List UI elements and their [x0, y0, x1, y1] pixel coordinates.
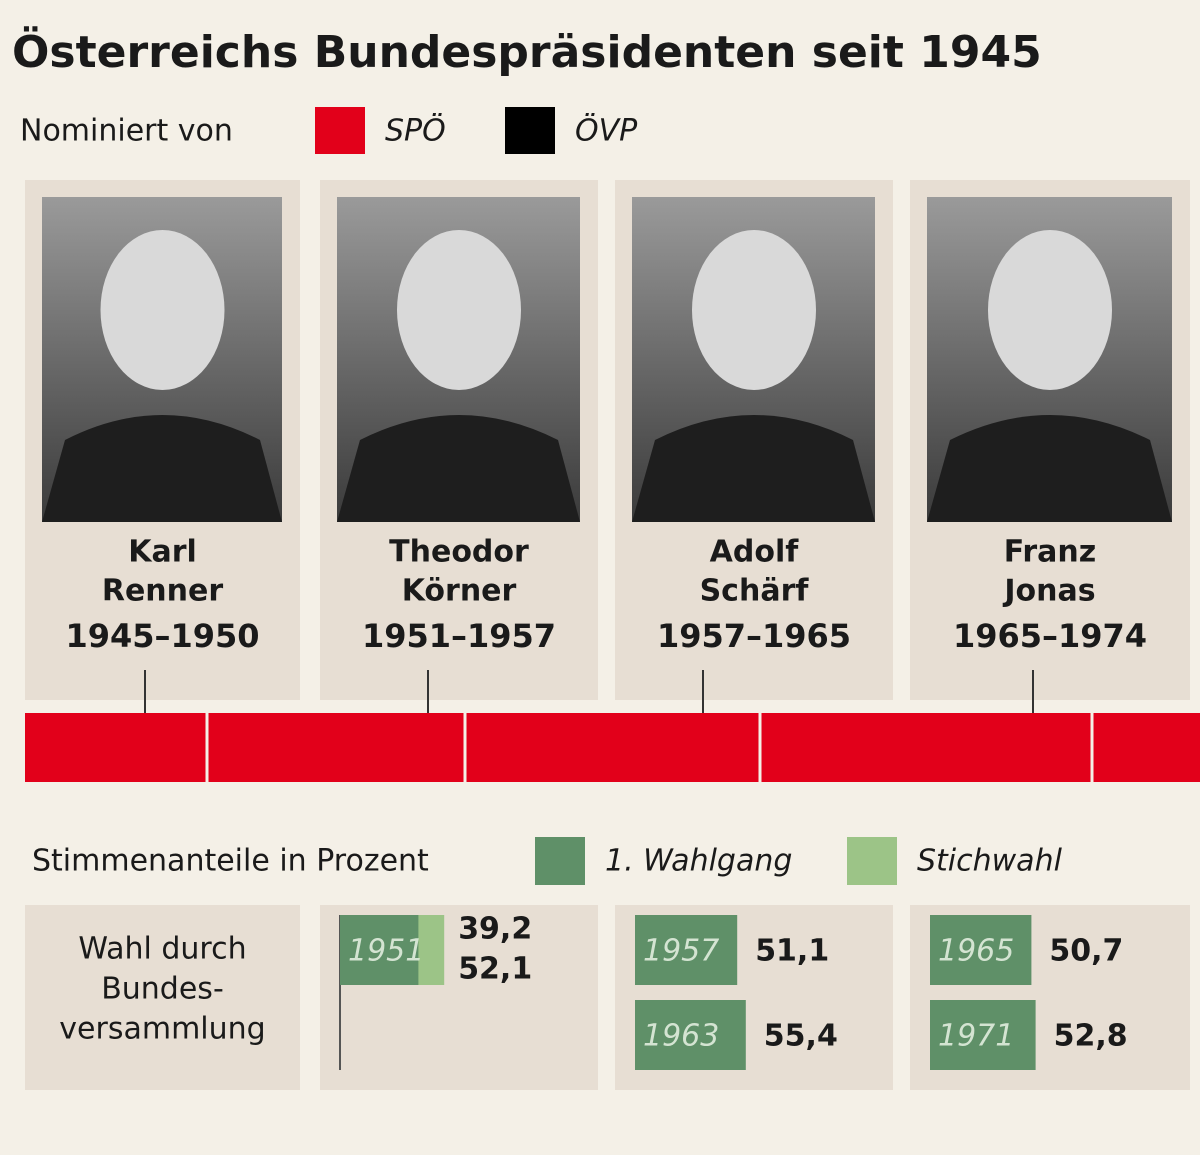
timeline-segment: [465, 713, 760, 782]
note: Wahl durch: [78, 932, 246, 967]
value-label: 52,8: [1054, 1019, 1128, 1054]
year: 1963: [643, 1019, 719, 1054]
bar-first: [930, 915, 1032, 985]
first-name: Theodor: [389, 535, 529, 570]
legend-swatch: [847, 837, 897, 885]
note: versammlung: [59, 1012, 265, 1047]
photo-head: [692, 230, 816, 390]
value-label: 39,2: [458, 912, 532, 947]
legend-text: ÖVP: [575, 113, 638, 149]
last-name: Schärf: [700, 574, 810, 609]
value-label: 52,1: [458, 952, 532, 987]
legend-swatch: [315, 107, 365, 154]
year: 1965: [938, 934, 1014, 969]
last-name: Renner: [102, 574, 224, 609]
photo-body: [927, 415, 1172, 522]
term: 1945–1950: [65, 617, 259, 655]
timeline-segment: [207, 713, 465, 782]
legend-label: Nominiert von: [20, 114, 233, 149]
photo-body: [42, 415, 282, 522]
photo-head: [100, 230, 225, 390]
legend-swatch: [535, 837, 585, 885]
first-name: Karl: [128, 535, 197, 570]
legend-text: Stichwahl: [917, 844, 1063, 879]
year: 1971: [938, 1019, 1014, 1054]
year: 1951: [348, 934, 424, 969]
bar-first: [635, 915, 738, 985]
year: 1957: [643, 934, 719, 969]
bar-first: [340, 915, 419, 985]
photo-head: [988, 230, 1112, 390]
photo-head: [397, 230, 521, 390]
legend-swatch: [505, 107, 555, 154]
photo-body: [632, 415, 875, 522]
panel: [25, 905, 300, 1090]
value-label: 55,4: [764, 1019, 838, 1054]
legend-label: Stimmenanteile in Prozent: [32, 844, 429, 879]
timeline-segment: [760, 713, 1200, 782]
term: 1957–1965: [657, 617, 851, 655]
last-name: Jonas: [1002, 574, 1095, 609]
first-name: Adolf: [710, 535, 800, 570]
photo-body: [337, 415, 580, 522]
bar-first: [635, 1000, 746, 1070]
last-name: Körner: [402, 574, 517, 609]
bar-first: [930, 1000, 1036, 1070]
term: 1965–1974: [953, 617, 1147, 655]
title: Österreichs Bundespräsidenten seit 1945: [12, 25, 1042, 78]
first-name: Franz: [1004, 535, 1096, 570]
value-label: 50,7: [1049, 934, 1123, 969]
timeline-segment: [25, 713, 207, 782]
legend-text: SPÖ: [385, 113, 446, 149]
legend-text: 1. Wahlgang: [605, 844, 792, 879]
note: Bundes-: [101, 972, 224, 1007]
term: 1951–1957: [362, 617, 556, 655]
value-label: 51,1: [755, 934, 829, 969]
